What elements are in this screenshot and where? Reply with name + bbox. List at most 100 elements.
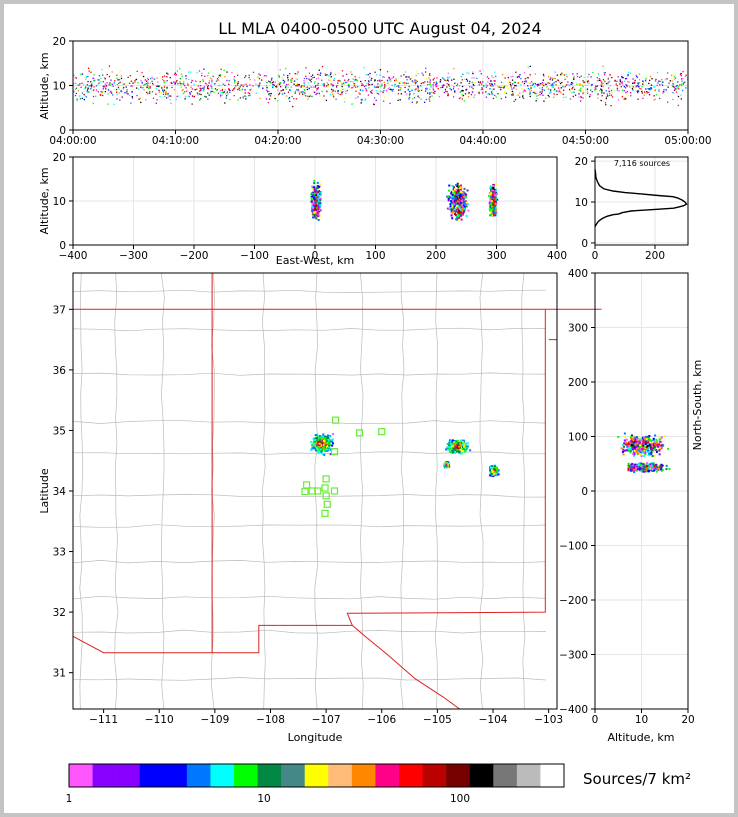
source-point [314, 207, 317, 210]
source-point [289, 100, 291, 103]
hist-ytick-label: 20 [575, 156, 588, 168]
source-point [147, 82, 149, 84]
source-point [107, 93, 109, 95]
source-point [393, 79, 396, 82]
source-point [558, 89, 561, 91]
source-point [312, 216, 315, 219]
source-point [429, 96, 431, 98]
lma-station [331, 416, 340, 424]
source-point [497, 473, 500, 476]
source-point [278, 74, 280, 77]
source-point [278, 93, 280, 96]
source-point [311, 213, 314, 216]
source-point [537, 94, 539, 97]
source-point [658, 97, 661, 100]
source-point [174, 72, 177, 74]
source-point [317, 77, 320, 79]
source-point [287, 79, 289, 81]
source-point [355, 78, 357, 81]
source-point [600, 85, 603, 87]
source-point [448, 208, 451, 211]
source-point [558, 91, 560, 93]
source-point [303, 88, 306, 91]
source-point [451, 449, 454, 452]
source-point [450, 210, 453, 213]
source-point [557, 79, 560, 82]
source-point [316, 87, 318, 90]
source-point [456, 182, 459, 185]
source-point [633, 441, 636, 444]
source-point [451, 199, 454, 202]
source-point [89, 85, 91, 87]
source-point [509, 81, 511, 84]
source-point [453, 67, 455, 70]
source-point [488, 207, 491, 210]
source-point [225, 95, 228, 97]
source-point [116, 74, 118, 76]
source-point [317, 445, 320, 448]
source-point [322, 448, 325, 451]
source-point [454, 448, 457, 451]
source-point [317, 190, 320, 193]
source-point [446, 91, 448, 93]
source-point [624, 435, 627, 438]
source-point [249, 94, 251, 97]
source-point [608, 94, 611, 96]
source-point [97, 79, 99, 81]
source-point [514, 84, 516, 87]
source-point [326, 74, 328, 76]
source-point [680, 78, 683, 80]
source-point [287, 91, 290, 93]
source-point [381, 85, 383, 87]
source-point [228, 87, 230, 90]
source-point [174, 74, 176, 76]
source-point [378, 80, 380, 82]
source-point [346, 73, 348, 75]
source-point [392, 76, 395, 78]
source-point [101, 68, 103, 71]
source-point [453, 195, 456, 198]
source-point [455, 191, 458, 194]
source-point [471, 91, 474, 93]
source-point [169, 99, 171, 101]
source-point [489, 186, 492, 189]
source-point [650, 87, 653, 90]
source-point [166, 87, 168, 89]
source-point [375, 86, 377, 88]
source-point [474, 94, 476, 96]
source-point [642, 449, 645, 452]
source-point [325, 447, 328, 450]
source-point [406, 79, 408, 81]
source-point [221, 87, 223, 89]
source-point [295, 90, 297, 92]
source-point [155, 88, 158, 90]
source-point [518, 96, 521, 98]
source-point [197, 93, 199, 95]
source-point [412, 94, 415, 96]
source-point [233, 88, 235, 90]
source-point [656, 84, 658, 86]
source-point [209, 77, 212, 79]
source-point [447, 199, 450, 202]
source-point [210, 85, 212, 87]
source-point [414, 79, 416, 81]
source-point [458, 196, 461, 199]
source-point [500, 86, 502, 89]
source-point [279, 69, 281, 71]
source-point [89, 88, 92, 90]
source-point [467, 93, 470, 95]
source-point [607, 77, 610, 79]
source-point [451, 190, 454, 193]
source-point [325, 437, 328, 440]
time-xtick-label: 04:30:00 [357, 135, 404, 147]
county-line [400, 272, 405, 710]
source-point [481, 83, 483, 85]
source-point [599, 90, 601, 92]
source-point [461, 98, 463, 100]
source-point [456, 200, 459, 203]
source-point [652, 449, 655, 452]
source-point [330, 79, 332, 82]
source-point [667, 86, 669, 88]
source-point [590, 84, 593, 86]
source-point [119, 70, 121, 72]
